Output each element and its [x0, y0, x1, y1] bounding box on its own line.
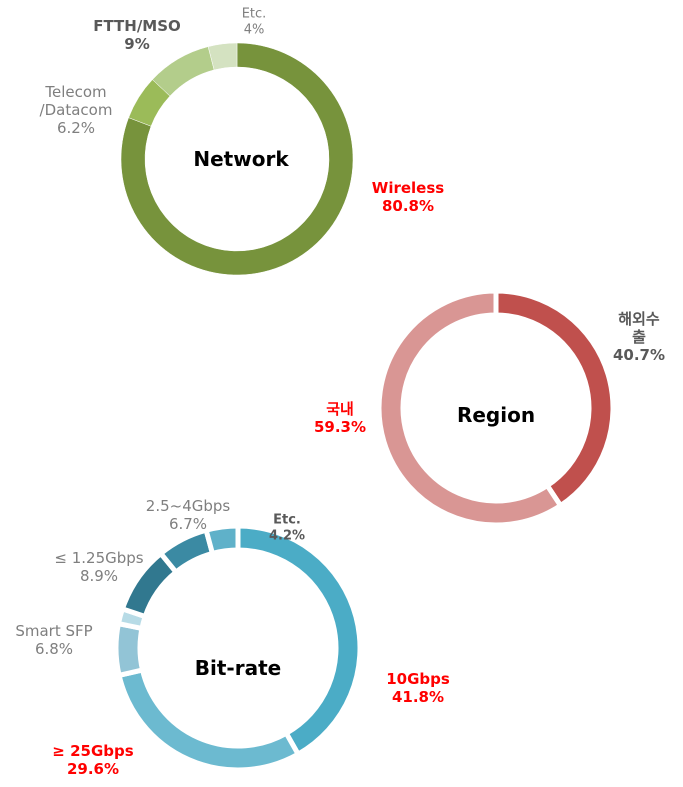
slice-label: 국내 59.3%: [314, 400, 366, 436]
donut-segment: [235, 523, 363, 758]
slice-label: Wireless 80.8%: [372, 179, 444, 215]
value-label: 40.7%: [612, 346, 666, 364]
value-label: 6.2%: [56, 119, 96, 137]
slice-label: Telecom /Datacom 6.2%: [40, 83, 113, 137]
value-label: 41.8%: [391, 688, 445, 706]
category-label: FTTH/MSO: [93, 17, 181, 35]
slice-label: 해외수출 40.7%: [613, 310, 665, 364]
category-label: Smart SFP: [15, 622, 93, 640]
category-label: 해외수출: [618, 310, 660, 346]
value-label: 6.8%: [34, 640, 74, 658]
category-label: Etc.: [273, 512, 301, 528]
slice-label: FTTH/MSO 9%: [93, 17, 181, 53]
donut-segment: [152, 46, 215, 97]
donut-segment: [157, 527, 216, 576]
chart-title: Bit-rate: [194, 656, 282, 680]
donut-segment: [203, 523, 241, 557]
category-label: 2.5~4Gbps: [145, 497, 231, 515]
category-label: Wireless: [371, 179, 445, 197]
slice-label: 10Gbps 41.8%: [386, 670, 450, 706]
donut-segment: [207, 42, 238, 71]
value-label: 9%: [124, 35, 150, 53]
slice-label: ≤ 1.25Gbps 8.9%: [54, 549, 143, 585]
value-label: 59.3%: [313, 418, 367, 436]
category-label: ≥ 25Gbps: [52, 742, 134, 760]
value-label: 4.2%: [268, 528, 306, 543]
slice-label: Etc. 4.2%: [269, 512, 305, 543]
donut-segment: [113, 620, 146, 679]
value-label: 8.9%: [79, 567, 119, 585]
slice-label: Etc. 4%: [242, 6, 267, 37]
donut-segment: [376, 288, 565, 528]
slice-label: 2.5~4Gbps 6.7%: [146, 497, 230, 533]
category-label: 10Gbps: [386, 670, 450, 688]
value-label: 6.7%: [168, 515, 208, 533]
value-label: 29.6%: [66, 760, 120, 778]
category-label: Telecom /Datacom: [39, 83, 113, 119]
value-label: 80.8%: [381, 197, 435, 215]
category-label: 국내: [326, 400, 354, 418]
slice-label: ≥ 25Gbps 29.6%: [52, 742, 133, 778]
category-label: ≤ 1.25Gbps: [54, 549, 144, 567]
category-label: Etc.: [241, 6, 267, 22]
donut-segment: [493, 288, 616, 510]
donut-segment: [116, 666, 302, 773]
chart-title: Region: [456, 403, 536, 427]
chart-title: Network: [193, 147, 289, 171]
slice-label: Smart SFP 6.8%: [15, 622, 92, 658]
donut-segment: [120, 42, 354, 276]
value-label: 4%: [243, 22, 265, 37]
